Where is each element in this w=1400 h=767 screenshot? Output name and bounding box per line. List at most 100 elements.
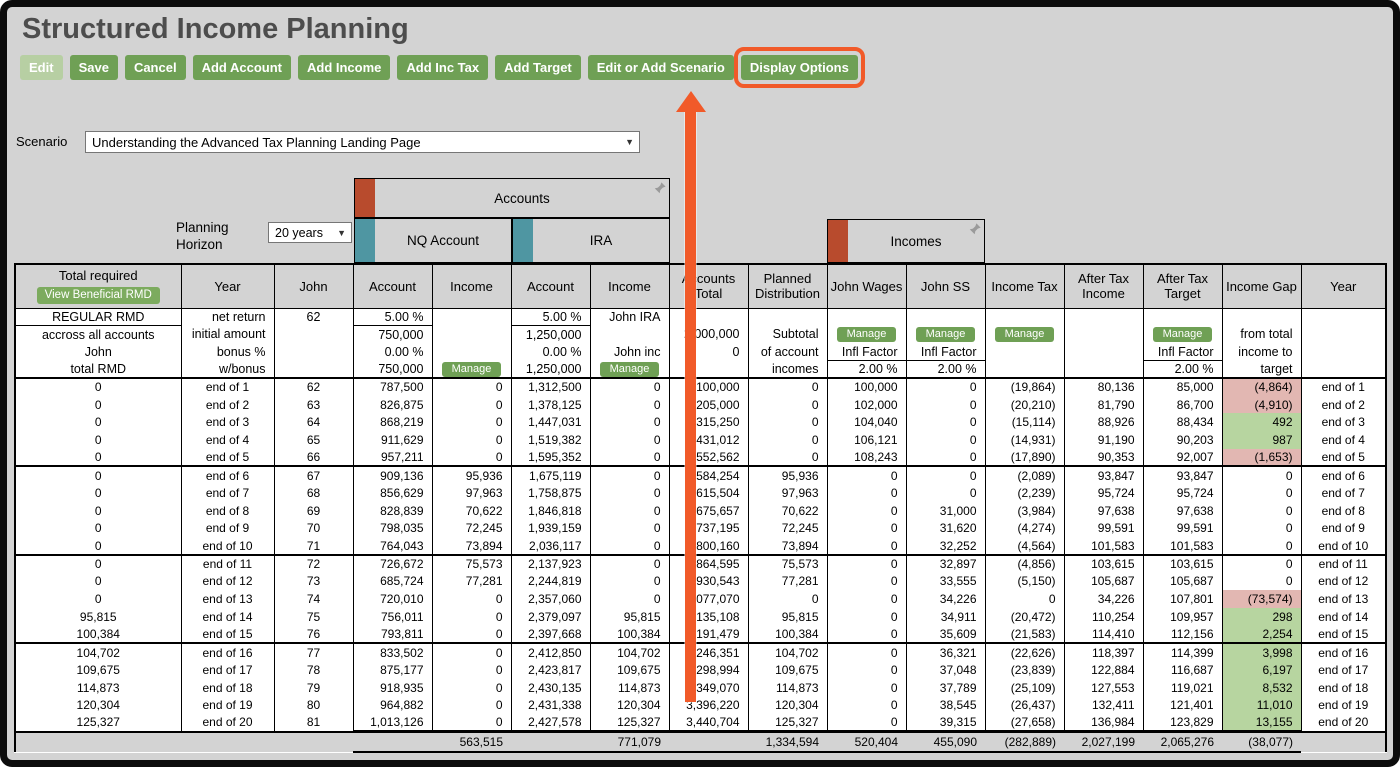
add-account-button[interactable]: Add Account — [192, 55, 291, 80]
view-beneficial-rmd-button[interactable]: View Beneficial RMD — [36, 287, 160, 305]
cell-income-tax: (17,890) — [984, 448, 1065, 468]
sub-john-ss: Infl Factor — [905, 343, 986, 361]
cell-total-required: 0 — [14, 395, 182, 414]
cell-year-left: end of 7 — [180, 484, 275, 502]
sub-after-tax-target: 2.00 % — [1142, 360, 1223, 379]
cell-after-tax-income: 118,397 — [1063, 643, 1144, 661]
cell-after-tax-target: 101,583 — [1142, 537, 1223, 556]
cell-john-age: 68 — [273, 484, 354, 502]
display-options-button[interactable]: Display Options — [733, 47, 865, 88]
sub-nq-account: 750,000 — [352, 325, 433, 343]
cell-after-tax-target: 114,399 — [1142, 643, 1223, 661]
cell-after-tax-target: 95,724 — [1142, 484, 1223, 502]
incomes-panel: Incomes — [827, 219, 985, 263]
cell-john-age: 80 — [273, 696, 354, 715]
edit-or-add-scenario-button[interactable]: Edit or Add Scenario — [587, 55, 734, 80]
cell-nq-income: 0 — [431, 643, 512, 661]
pin-icon[interactable] — [653, 181, 667, 195]
cell-year-right: end of 2 — [1300, 395, 1387, 414]
page-title: Structured Income Planning — [22, 13, 409, 45]
cell-accounts-total: 3,298,994 — [668, 661, 749, 679]
cell-after-tax-income: 110,254 — [1063, 607, 1144, 626]
sub-year-left: bonus % — [180, 343, 275, 361]
sub-accounts-total: 0 — [668, 343, 749, 361]
total-john-age — [274, 731, 353, 752]
manage-button[interactable]: Manage — [836, 327, 897, 343]
cell-after-tax-target: 88,434 — [1142, 413, 1223, 432]
cell-john-ss: 33,555 — [905, 572, 986, 591]
chevron-down-icon: ▼ — [625, 137, 634, 147]
scenario-select[interactable]: Understanding the Advanced Tax Planning … — [85, 131, 640, 153]
total-ira-income: 771,079 — [590, 730, 669, 753]
scenario-value: Understanding the Advanced Tax Planning … — [92, 134, 421, 150]
add-inc-tax-button[interactable]: Add Inc Tax — [397, 55, 489, 80]
manage-button[interactable]: Manage — [994, 327, 1055, 343]
cell-year-right: end of 12 — [1300, 572, 1387, 591]
sub-total-required: John — [14, 343, 182, 361]
add-target-button[interactable]: Add Target — [495, 55, 581, 80]
cell-nq-income: 0 — [431, 590, 512, 608]
cell-total-required: 0 — [14, 413, 182, 432]
cell-john-ss: 0 — [905, 484, 986, 502]
cell-john-ss: 0 — [905, 431, 986, 449]
cell-year-right: end of 3 — [1300, 413, 1387, 432]
nq-color-tab — [355, 219, 375, 262]
cell-john-ss: 0 — [905, 378, 986, 396]
cell-john-age: 75 — [273, 607, 354, 626]
manage-button[interactable]: Manage — [915, 327, 976, 343]
cell-accounts-total: 3,349,070 — [668, 678, 749, 697]
cell-nq-account: 726,672 — [352, 554, 433, 573]
cell-total-required: 0 — [14, 431, 182, 449]
cell-accounts-total: 3,135,108 — [668, 607, 749, 626]
col-header-after-tax-income: After Tax Income — [1063, 263, 1144, 309]
cell-after-tax-target: 112,156 — [1142, 625, 1223, 645]
cell-ira-account: 2,427,578 — [510, 714, 591, 733]
cell-planned-distribution: 70,622 — [747, 501, 828, 520]
table-row: 0 end of 9 70 798,035 72,245 1,939,159 0 2,737,… — [14, 519, 1387, 538]
chevron-down-icon: ▼ — [337, 227, 346, 238]
cell-year-right: end of 6 — [1300, 466, 1387, 485]
sub-after-tax-income — [1063, 360, 1144, 379]
manage-button[interactable]: Manage — [599, 361, 660, 377]
table-header-row: Total required View Beneficial RMD Year … — [14, 263, 1387, 309]
cell-year-right: end of 13 — [1300, 590, 1387, 608]
table-row: 0 end of 1 62 787,500 0 1,312,500 0 2,100,000 0 1… — [14, 378, 1387, 396]
col-header-accounts-total: Accounts Total — [668, 263, 749, 309]
cell-ira-income: 0 — [589, 590, 670, 608]
total-accounts-total — [669, 730, 748, 753]
cell-accounts-total: 2,615,504 — [668, 484, 749, 502]
sub-nq-income: Manage — [431, 360, 512, 379]
cell-after-tax-income: 103,615 — [1063, 554, 1144, 573]
table-row: 0 end of 11 72 726,672 75,573 2,137,923 0 2,864… — [14, 554, 1387, 573]
cell-nq-account: 685,724 — [352, 572, 433, 591]
cell-ira-income: 0 — [589, 484, 670, 502]
cell-planned-distribution: 72,245 — [747, 519, 828, 538]
cell-after-tax-income: 93,847 — [1063, 466, 1144, 485]
total-planned-distribution: 1,334,594 — [748, 730, 827, 753]
cell-total-required: 0 — [14, 590, 182, 608]
cell-nq-account: 793,811 — [352, 625, 433, 645]
cancel-button[interactable]: Cancel — [124, 55, 186, 80]
planning-horizon-select[interactable]: 20 years ▼ — [268, 222, 352, 243]
header-sub-row: John bonus % 0.00 % 0.00 % John inc 0 of accou… — [14, 343, 1387, 361]
header-sub-row: accross all accounts initial amount 750,00… — [14, 325, 1387, 343]
sub-john-age — [273, 325, 354, 343]
cell-john-wages: 0 — [826, 696, 907, 715]
cell-income-gap: (4,864) — [1221, 378, 1302, 396]
save-button[interactable]: Save — [69, 55, 118, 80]
cell-after-tax-income: 132,411 — [1063, 696, 1144, 715]
cell-income-gap: 492 — [1221, 413, 1302, 432]
cell-john-ss: 34,911 — [905, 607, 986, 626]
add-income-button[interactable]: Add Income — [297, 55, 391, 80]
manage-button[interactable]: Manage — [441, 361, 502, 377]
cell-nq-income: 0 — [431, 696, 512, 715]
sub-accounts-total — [668, 308, 749, 326]
cell-income-tax: (2,239) — [984, 484, 1065, 502]
pin-icon[interactable] — [968, 222, 982, 236]
cell-ira-account: 1,939,159 — [510, 519, 591, 538]
cell-accounts-total: 2,737,195 — [668, 519, 749, 538]
manage-button[interactable]: Manage — [1152, 327, 1213, 343]
cell-total-required: 114,873 — [14, 678, 182, 697]
cell-nq-account: 1,013,126 — [352, 714, 433, 733]
